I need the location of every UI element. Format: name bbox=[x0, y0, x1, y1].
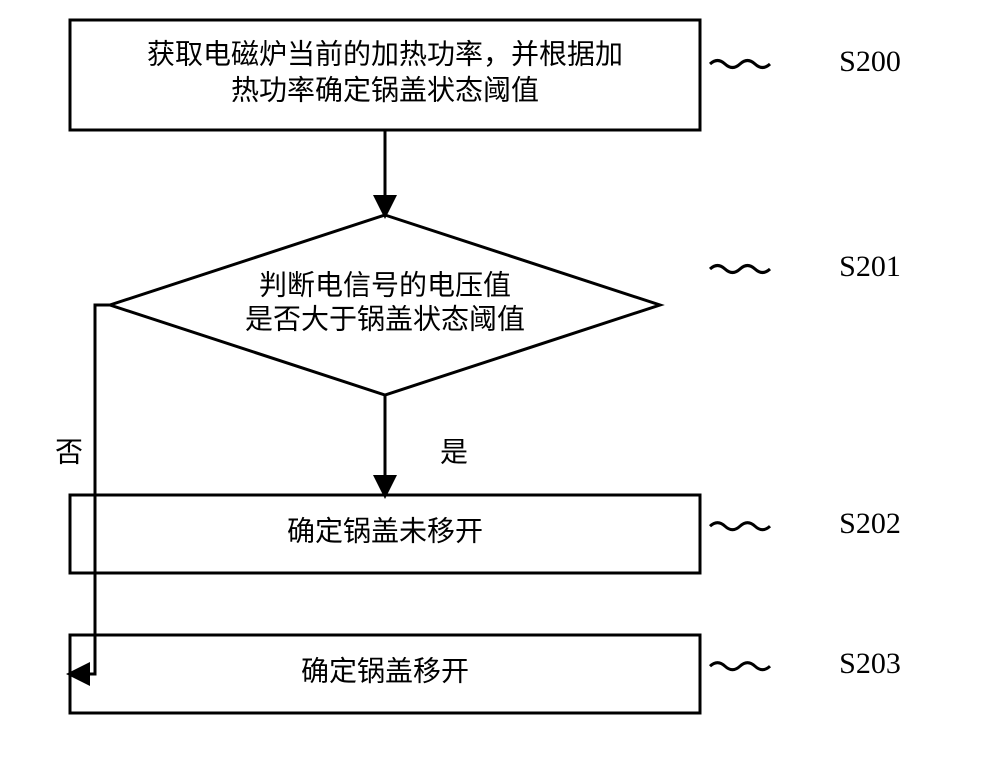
step-label-s200: S200 bbox=[839, 45, 901, 78]
edge-label-1: 是 bbox=[440, 437, 468, 468]
decision-s201-line0: 判断电信号的电压值 bbox=[259, 269, 511, 301]
squiggle-s201 bbox=[710, 266, 770, 273]
step-label-s203: S203 bbox=[839, 647, 901, 680]
step-label-s202: S202 bbox=[839, 507, 901, 540]
process-s200-line0: 获取电磁炉当前的加热功率，并根据加 bbox=[147, 38, 623, 70]
step-label-s201: S201 bbox=[839, 250, 901, 283]
squiggle-s203 bbox=[710, 663, 770, 670]
process-s203-line0: 确定锅盖移开 bbox=[301, 655, 469, 687]
process-s200-line1: 热功率确定锅盖状态阈值 bbox=[231, 74, 539, 106]
squiggle-s202 bbox=[710, 523, 770, 530]
process-s202-line0: 确定锅盖未移开 bbox=[287, 515, 483, 547]
edge-2 bbox=[70, 305, 110, 674]
edge-label-2: 否 bbox=[55, 437, 83, 468]
decision-s201-line1: 是否大于锅盖状态阈值 bbox=[245, 303, 525, 335]
squiggle-s200 bbox=[710, 61, 770, 68]
